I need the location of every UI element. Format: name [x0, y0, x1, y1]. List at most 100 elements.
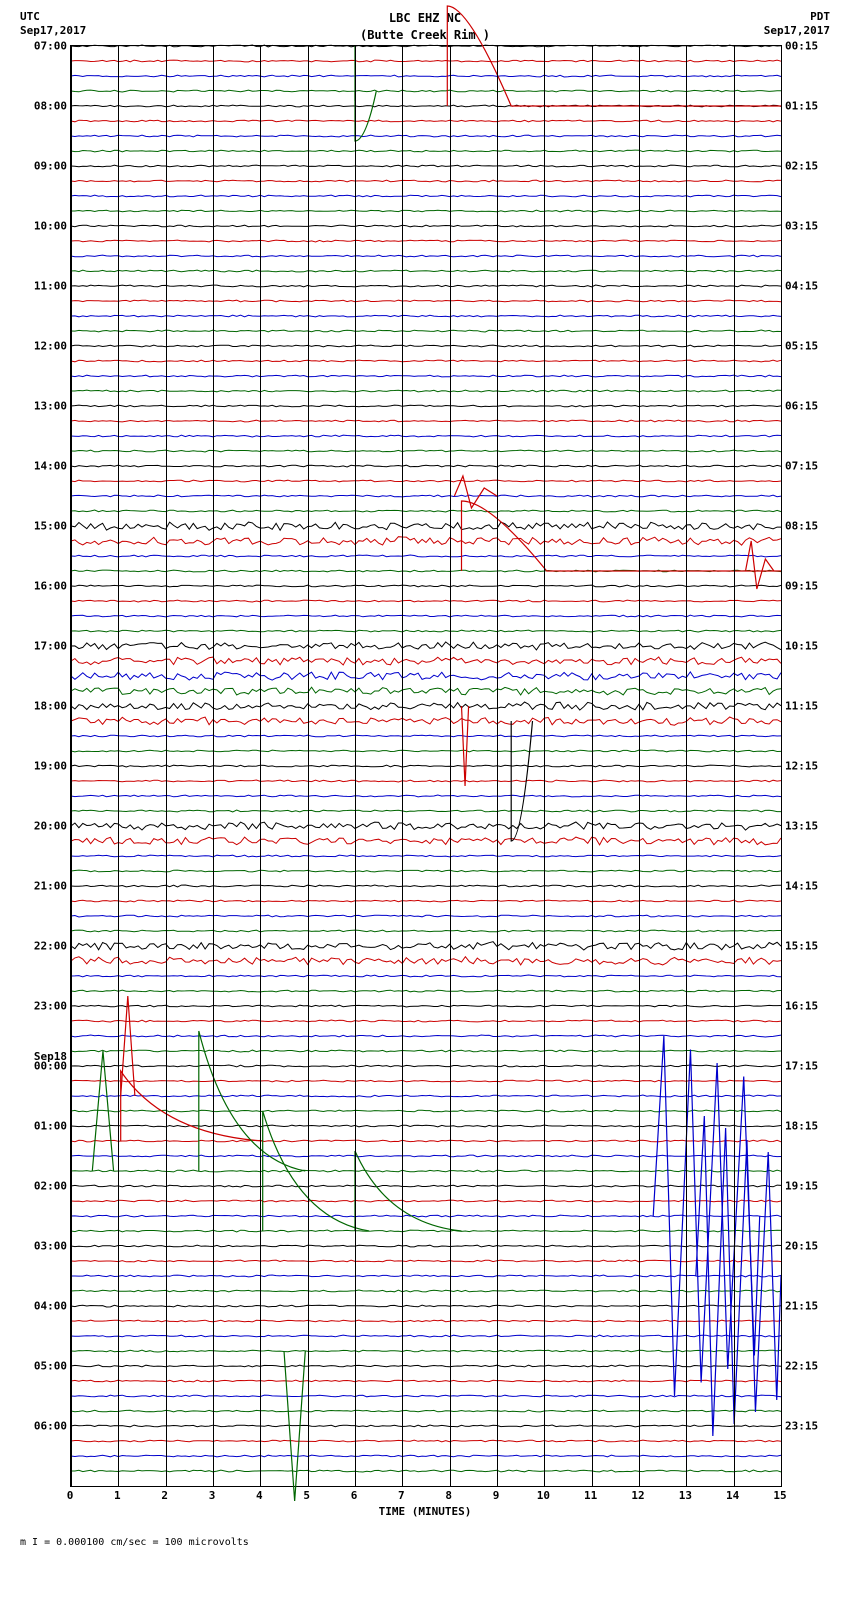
trace-row: [71, 360, 781, 362]
trace-event: [199, 1031, 305, 1171]
trace-row: [71, 225, 781, 227]
pdt-tick: 05:15: [781, 340, 818, 353]
trace-row: [71, 1305, 781, 1307]
trace-row: [71, 585, 781, 587]
utc-label: UTC: [20, 10, 40, 23]
grid-vertical: [402, 46, 403, 1486]
trace-row: [71, 1275, 781, 1277]
trace-row: [71, 717, 781, 725]
grid-vertical: [71, 46, 72, 1486]
trace-row: [71, 900, 781, 902]
x-tick: 10: [537, 1489, 550, 1502]
utc-tick: 22:00: [34, 940, 71, 953]
utc-tick: 16:00: [34, 580, 71, 593]
x-axis-title: TIME (MINUTES): [379, 1505, 472, 1518]
trace-row: [71, 522, 781, 530]
trace-row: [71, 1170, 781, 1172]
trace-row: [71, 1260, 781, 1262]
trace-row: [71, 285, 781, 287]
plot-wrapper: 07:0008:0009:0010:0011:0012:0013:0014:00…: [70, 45, 780, 1487]
trace-row: [71, 630, 781, 632]
x-tick: 8: [445, 1489, 452, 1502]
grid-vertical: [260, 46, 261, 1486]
trace-row: [71, 60, 781, 62]
trace-row: [71, 1335, 781, 1337]
station-id: LBC EHZ NC: [10, 10, 840, 27]
utc-tick: 14:00: [34, 460, 71, 473]
trace-event: [746, 541, 774, 589]
x-tick: 5: [303, 1489, 310, 1502]
pdt-tick: 00:15: [781, 40, 818, 53]
trace-row: [71, 465, 781, 467]
trace-row: [71, 75, 781, 77]
utc-tick: 12:00: [34, 340, 71, 353]
x-tick: 0: [67, 1489, 74, 1502]
pdt-tick: 09:15: [781, 580, 818, 593]
trace-row: [71, 135, 781, 137]
trace-row: [71, 420, 781, 422]
trace-row: [71, 480, 781, 482]
utc-tick: 03:00: [34, 1240, 71, 1253]
grid-vertical: [544, 46, 545, 1486]
utc-tick: 21:00: [34, 880, 71, 893]
trace-row: [71, 657, 781, 665]
trace-row: [71, 672, 781, 680]
trace-row: [71, 405, 781, 407]
trace-row: [71, 1140, 781, 1142]
trace-row: [71, 435, 781, 437]
traces-svg: [71, 46, 781, 1486]
utc-tick: 19:00: [34, 760, 71, 773]
trace-row: [71, 837, 781, 845]
utc-tick: 13:00: [34, 400, 71, 413]
trace-row: [71, 1365, 781, 1367]
trace-row: [71, 1425, 781, 1427]
trace-row: [71, 1020, 781, 1022]
utc-tick: 17:00: [34, 640, 71, 653]
trace-row: [71, 957, 781, 965]
pdt-tick: 17:15: [781, 1060, 818, 1073]
trace-row: [71, 1155, 781, 1157]
utc-tick: 10:00: [34, 220, 71, 233]
trace-row: [71, 120, 781, 122]
utc-tick: 07:00: [34, 40, 71, 53]
station-location: (Butte Creek Rim ): [10, 27, 840, 44]
trace-row: [71, 210, 781, 212]
trace-row: [71, 330, 781, 332]
pdt-tick: 07:15: [781, 460, 818, 473]
trace-row: [71, 1200, 781, 1202]
trace-event: [355, 1151, 462, 1231]
trace-row: [71, 45, 781, 47]
trace-row: [71, 1185, 781, 1187]
trace-row: [71, 1455, 781, 1457]
trace-row: [71, 315, 781, 317]
trace-row: [71, 1125, 781, 1127]
x-tick: 15: [773, 1489, 786, 1502]
trace-row: [71, 450, 781, 452]
trace-row: [71, 537, 781, 545]
trace-row: [71, 822, 781, 830]
trace-row: [71, 687, 781, 695]
trace-row: [71, 495, 781, 497]
trace-row: [71, 180, 781, 182]
grid-vertical: [450, 46, 451, 1486]
grid-vertical: [639, 46, 640, 1486]
trace-event: [462, 706, 469, 786]
trace-row: [71, 1080, 781, 1082]
x-tick: 14: [726, 1489, 739, 1502]
trace-row: [71, 600, 781, 602]
trace-row: [71, 1290, 781, 1292]
day-break-label: Sep18: [34, 1050, 71, 1063]
x-tick: 3: [209, 1489, 216, 1502]
trace-row: [71, 255, 781, 257]
grid-vertical: [166, 46, 167, 1486]
trace-row: [71, 1005, 781, 1007]
x-tick: 2: [161, 1489, 168, 1502]
trace-row: [71, 975, 781, 977]
x-tick: 9: [493, 1489, 500, 1502]
pdt-tick: 01:15: [781, 100, 818, 113]
grid-vertical: [592, 46, 593, 1486]
utc-tick: 15:00: [34, 520, 71, 533]
grid-vertical: [308, 46, 309, 1486]
trace-row: [71, 855, 781, 857]
trace-row: [71, 1410, 781, 1412]
